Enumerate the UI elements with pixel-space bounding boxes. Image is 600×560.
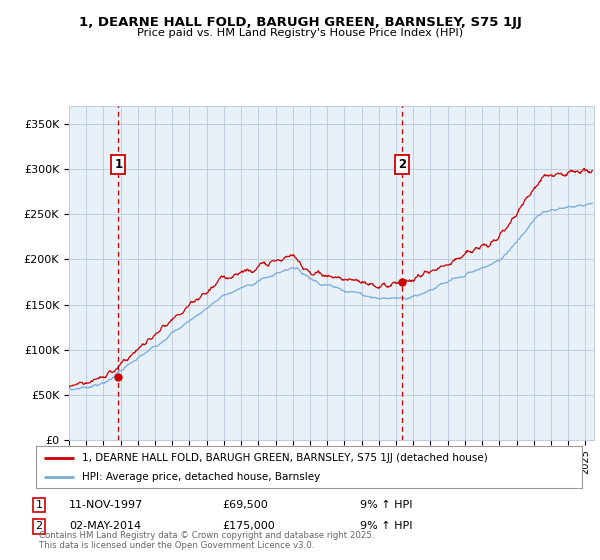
Text: 1: 1 <box>115 158 122 171</box>
Text: HPI: Average price, detached house, Barnsley: HPI: Average price, detached house, Barn… <box>82 472 320 482</box>
Text: £69,500: £69,500 <box>222 500 268 510</box>
Text: 1: 1 <box>35 500 43 510</box>
Text: 2: 2 <box>35 521 43 531</box>
Text: 2: 2 <box>398 158 406 171</box>
Text: £175,000: £175,000 <box>222 521 275 531</box>
Text: 02-MAY-2014: 02-MAY-2014 <box>69 521 141 531</box>
Text: 9% ↑ HPI: 9% ↑ HPI <box>360 500 413 510</box>
Text: 1, DEARNE HALL FOLD, BARUGH GREEN, BARNSLEY, S75 1JJ: 1, DEARNE HALL FOLD, BARUGH GREEN, BARNS… <box>79 16 521 29</box>
Text: 9% ↑ HPI: 9% ↑ HPI <box>360 521 413 531</box>
Text: Price paid vs. HM Land Registry's House Price Index (HPI): Price paid vs. HM Land Registry's House … <box>137 28 463 38</box>
Text: 1, DEARNE HALL FOLD, BARUGH GREEN, BARNSLEY, S75 1JJ (detached house): 1, DEARNE HALL FOLD, BARUGH GREEN, BARNS… <box>82 452 488 463</box>
Text: 11-NOV-1997: 11-NOV-1997 <box>69 500 143 510</box>
Text: Contains HM Land Registry data © Crown copyright and database right 2025.
This d: Contains HM Land Registry data © Crown c… <box>39 530 374 550</box>
